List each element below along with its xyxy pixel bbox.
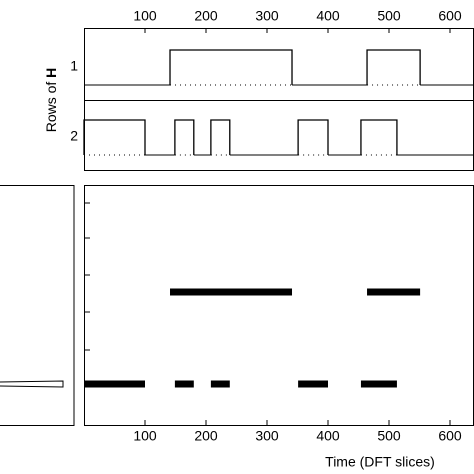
step-pulse bbox=[366, 49, 421, 85]
activation-bar bbox=[367, 288, 421, 296]
bottom-panel bbox=[84, 185, 474, 426]
left-ticks bbox=[84, 202, 90, 351]
x-tick-label-top: 100 bbox=[133, 8, 157, 24]
x-axis-label: Time (DFT slices) bbox=[325, 454, 435, 470]
activation-bar bbox=[210, 380, 230, 388]
y-axis-label: Rows of H bbox=[43, 68, 59, 133]
x-tick-label-bottom: 300 bbox=[255, 428, 279, 444]
step-pulse bbox=[210, 119, 231, 155]
y-label-emphasis: H bbox=[43, 68, 59, 78]
activation-bar bbox=[298, 380, 328, 388]
x-tick-label-bottom: 100 bbox=[133, 428, 157, 444]
x-tick-label-top: 300 bbox=[255, 8, 279, 24]
activation-bar bbox=[174, 380, 194, 388]
activation-bar bbox=[84, 380, 145, 388]
y-label-text: Rows of bbox=[43, 82, 59, 133]
x-tick-label-bottom: 200 bbox=[194, 428, 218, 444]
x-tick-label-bottom: 400 bbox=[316, 428, 340, 444]
step-pulse bbox=[169, 49, 293, 85]
left-panel bbox=[0, 185, 75, 426]
spectrum-shape bbox=[0, 380, 64, 388]
x-tick-label-top: 200 bbox=[194, 8, 218, 24]
step-pulse bbox=[174, 119, 195, 155]
row-label: 1 bbox=[70, 58, 78, 74]
x-tick-label-bottom: 600 bbox=[438, 428, 462, 444]
step-pulse bbox=[83, 119, 146, 155]
x-tick-label-bottom: 500 bbox=[377, 428, 401, 444]
activation-bar bbox=[360, 380, 397, 388]
x-tick-label-top: 400 bbox=[316, 8, 340, 24]
x-tick-label-top: 600 bbox=[438, 8, 462, 24]
row-label: 2 bbox=[70, 128, 78, 144]
step-pulse bbox=[360, 119, 398, 155]
step-pulse bbox=[297, 119, 329, 155]
x-tick-label-top: 500 bbox=[377, 8, 401, 24]
activation-bar bbox=[170, 288, 293, 296]
